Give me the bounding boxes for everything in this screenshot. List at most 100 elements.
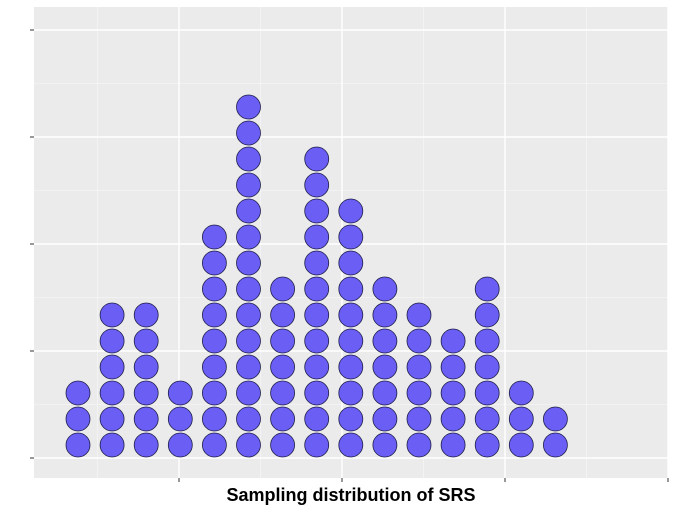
- data-dot: [338, 224, 364, 250]
- data-dot: [133, 432, 159, 458]
- data-dot: [99, 328, 125, 354]
- data-dot: [474, 276, 500, 302]
- data-dot: [338, 250, 364, 276]
- data-dot: [440, 328, 466, 354]
- data-dot: [270, 276, 296, 302]
- data-dot: [133, 406, 159, 432]
- data-dot: [236, 302, 261, 328]
- data-dot: [406, 302, 432, 328]
- data-dot: [167, 406, 193, 432]
- data-dot: [270, 406, 296, 432]
- data-dot: [236, 328, 261, 354]
- data-dot: [338, 432, 364, 458]
- data-dot: [338, 406, 364, 432]
- data-dot: [406, 354, 432, 380]
- data-dot: [304, 302, 330, 328]
- data-dot: [474, 380, 500, 406]
- data-dot: [304, 198, 330, 224]
- data-dot: [372, 406, 398, 432]
- data-dot: [304, 250, 330, 276]
- data-dot: [474, 354, 500, 380]
- data-dot: [236, 276, 261, 302]
- data-dot: [236, 432, 261, 458]
- data-dot: [236, 198, 261, 224]
- data-dot: [304, 432, 330, 458]
- data-dot: [270, 432, 296, 458]
- data-dot: [133, 328, 159, 354]
- data-dot: [440, 432, 466, 458]
- data-dot: [372, 302, 398, 328]
- data-dot: [133, 354, 159, 380]
- data-dot: [270, 302, 296, 328]
- data-dot: [338, 354, 364, 380]
- data-dot: [201, 432, 227, 458]
- data-dot: [65, 406, 91, 432]
- data-dot: [236, 224, 261, 250]
- data-dot: [236, 354, 261, 380]
- data-dot: [133, 380, 159, 406]
- data-dot: [508, 380, 534, 406]
- data-dot: [236, 380, 261, 406]
- dot-layer: [65, 94, 568, 458]
- data-dot: [372, 328, 398, 354]
- data-dot: [236, 94, 261, 120]
- data-dot: [133, 302, 159, 328]
- data-dot: [338, 276, 364, 302]
- data-dot: [167, 380, 193, 406]
- data-dot: [304, 328, 330, 354]
- data-dot: [543, 406, 568, 432]
- data-dot: [201, 328, 227, 354]
- data-dot: [372, 276, 398, 302]
- data-dot: [406, 432, 432, 458]
- data-dot: [508, 432, 534, 458]
- data-dot: [304, 354, 330, 380]
- data-dot: [236, 120, 261, 146]
- data-dot: [270, 328, 296, 354]
- data-dot: [338, 302, 364, 328]
- data-dot: [99, 302, 125, 328]
- data-dot: [99, 354, 125, 380]
- data-dot: [236, 406, 261, 432]
- data-dot: [304, 380, 330, 406]
- data-dot: [372, 354, 398, 380]
- data-dot: [304, 406, 330, 432]
- data-dot: [406, 328, 432, 354]
- data-dot: [201, 380, 227, 406]
- data-dot: [236, 172, 261, 198]
- data-dot: [201, 406, 227, 432]
- data-dot: [167, 432, 193, 458]
- data-dot: [201, 354, 227, 380]
- data-dot: [201, 224, 227, 250]
- data-dot: [474, 406, 500, 432]
- data-dot: [270, 380, 296, 406]
- data-dot: [236, 146, 261, 172]
- data-dot: [99, 380, 125, 406]
- data-dot: [236, 250, 261, 276]
- data-dot: [304, 224, 330, 250]
- data-dot: [201, 302, 227, 328]
- data-dot: [201, 250, 227, 276]
- data-dot: [440, 406, 466, 432]
- data-dot: [474, 302, 500, 328]
- data-dot: [304, 172, 330, 198]
- data-dot: [270, 354, 296, 380]
- data-dot: [338, 380, 364, 406]
- axis-ticks: [30, 29, 669, 482]
- data-dot: [372, 432, 398, 458]
- data-dot: [543, 432, 568, 458]
- data-dot: [65, 380, 91, 406]
- data-dot: [338, 328, 364, 354]
- data-dot: [99, 432, 125, 458]
- data-dot: [440, 354, 466, 380]
- data-dot: [406, 406, 432, 432]
- data-dot: [65, 432, 91, 458]
- data-dot: [440, 380, 466, 406]
- x-axis-label: Sampling distribution of SRS: [226, 485, 476, 505]
- data-dot: [372, 380, 398, 406]
- data-dot: [304, 146, 330, 172]
- data-dot: [99, 406, 125, 432]
- data-dot: [338, 198, 364, 224]
- data-dot: [304, 276, 330, 302]
- data-dot: [508, 406, 534, 432]
